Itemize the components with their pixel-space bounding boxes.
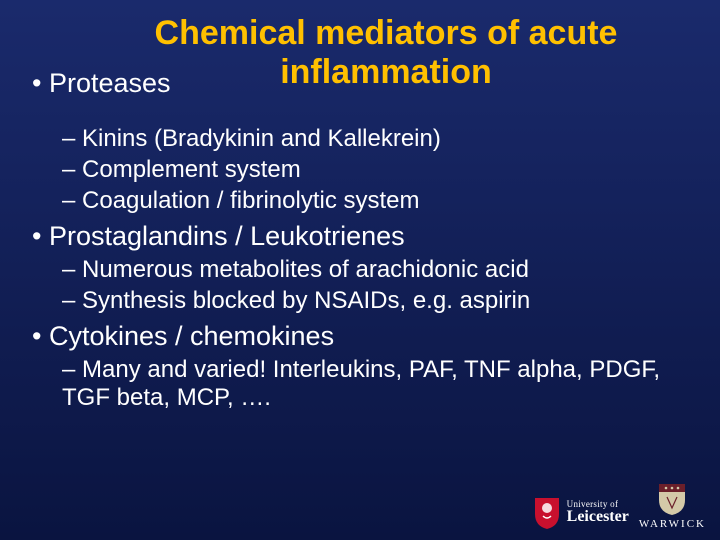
sub-interleukins: – Many and varied! Interleukins, PAF, TN… <box>62 356 692 412</box>
title-region: Chemical mediators of acute inflammation… <box>28 14 692 122</box>
leicester-name: Leicester <box>567 509 629 526</box>
section-cytokines: • Cytokines / chemokines – Many and vari… <box>28 321 692 412</box>
section-proteases: – Kinins (Bradykinin and Kallekrein) – C… <box>28 125 692 215</box>
title-line2: inflammation <box>280 53 492 91</box>
warwick-name: WARWICK <box>639 518 706 530</box>
warwick-logo: WARWICK <box>639 482 706 530</box>
sub-arachidonic: – Numerous metabolites of arachidonic ac… <box>62 256 692 284</box>
sub-complement: – Complement system <box>62 156 692 184</box>
bullet-prostaglandins: • Prostaglandins / Leukotrienes <box>28 221 692 252</box>
bullet-cytokines: • Cytokines / chemokines <box>28 321 692 352</box>
leicester-shield-icon <box>533 496 561 530</box>
warwick-shield-icon <box>657 482 687 516</box>
bullet-proteases: • Proteases <box>28 68 171 99</box>
sub-kinins: – Kinins (Bradykinin and Kallekrein) <box>62 125 692 153</box>
leicester-text: University of Leicester <box>567 500 629 526</box>
slide-title: Chemical mediators of acute inflammation <box>106 14 666 92</box>
logo-footer: University of Leicester WARWICK <box>533 482 706 530</box>
leicester-logo: University of Leicester <box>533 496 629 530</box>
title-line1: Chemical mediators of acute <box>155 14 618 52</box>
section-prostaglandins: • Prostaglandins / Leukotrienes – Numero… <box>28 221 692 315</box>
sub-coagulation: – Coagulation / fibrinolytic system <box>62 187 692 215</box>
sub-nsaids: – Synthesis blocked by NSAIDs, e.g. aspi… <box>62 287 692 315</box>
slide-container: Chemical mediators of acute inflammation… <box>0 0 720 540</box>
